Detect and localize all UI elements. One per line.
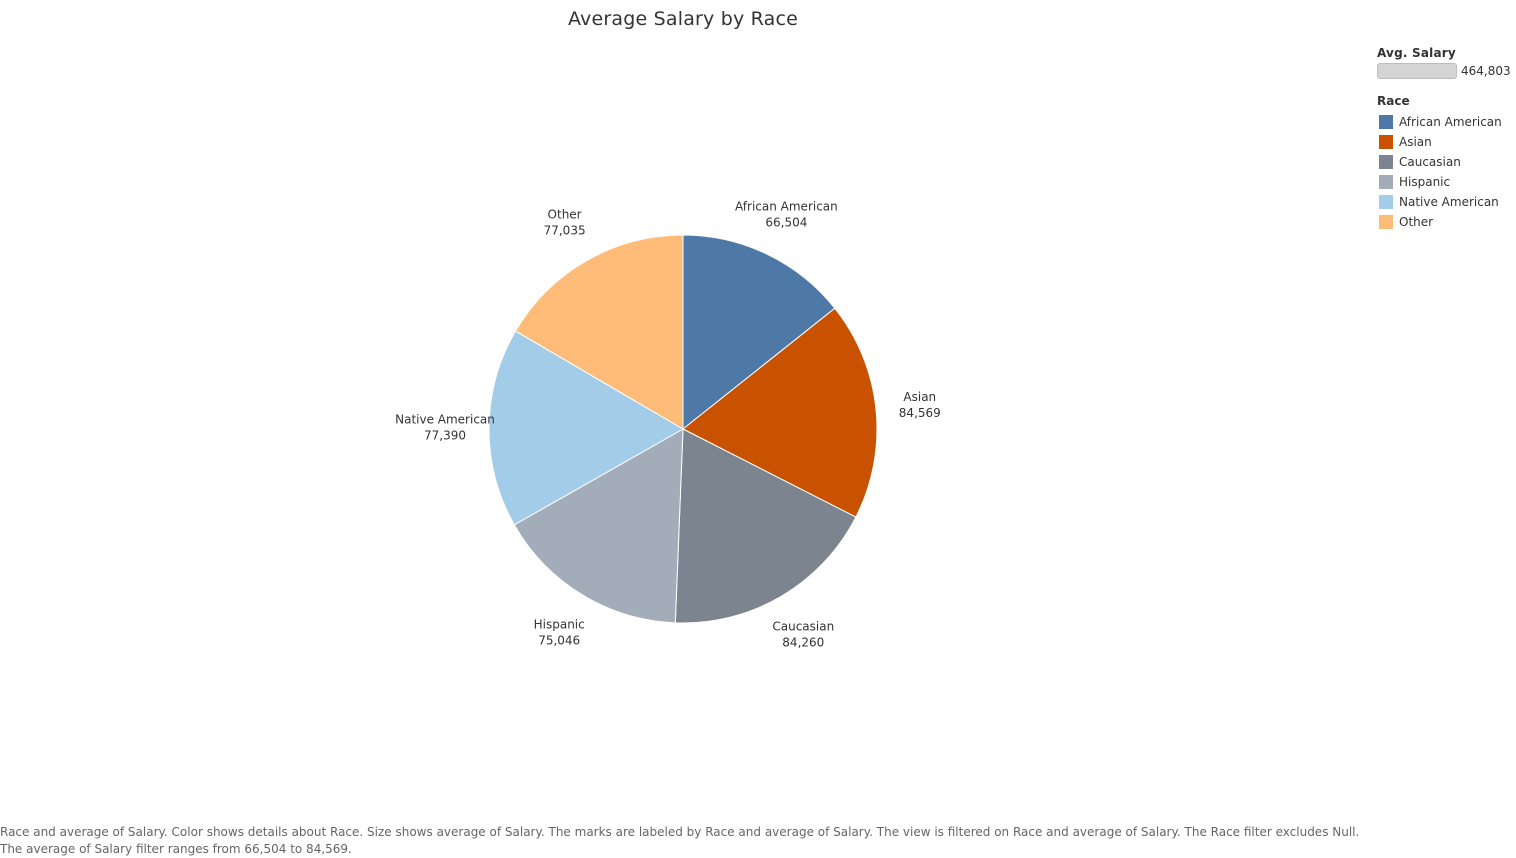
slice-label-value: 77,390 [424,429,466,443]
legend-label: Hispanic [1399,175,1451,189]
legend-swatch [1379,135,1393,149]
size-legend-bar [1377,63,1457,79]
color-legend-title: Race [1377,94,1410,108]
chart-title: Average Salary by Race [567,8,799,30]
size-legend: 464,803 [1377,62,1513,80]
legend-item-african-american[interactable]: African American [1377,112,1513,132]
legend-panel: Avg. Salary 464,803 Race African America… [1377,46,1513,232]
legend-label: African American [1399,115,1502,129]
legend-label: Caucasian [1399,155,1461,169]
pie-slice-other[interactable] [514,234,684,430]
chart-caption: Race and average of Salary. Color shows … [0,825,1360,856]
slice-label-name: Asian [903,390,936,404]
pie-slice-native-american[interactable] [488,330,685,526]
color-legend-list: African American Asian Caucasian Hispani… [1377,112,1513,232]
legend-swatch [1379,195,1393,209]
slice-label-name: Caucasian [772,619,834,633]
legend-item-caucasian[interactable]: Caucasian [1377,152,1513,172]
slice-label-value: 75,046 [538,633,580,647]
legend-swatch [1379,115,1393,129]
slice-label-native-american: Native American 77,390 [395,413,495,443]
slice-label-name: Native American [395,413,495,427]
size-legend-title: Avg. Salary [1377,46,1456,60]
slice-label-name: Hispanic [534,617,585,631]
legend-item-other[interactable]: Other [1377,212,1513,232]
slice-label-value: 66,504 [765,216,807,230]
legend-item-hispanic[interactable]: Hispanic [1377,172,1513,192]
slice-label-caucasian: Caucasian 84,260 [772,619,834,649]
slice-label-hispanic: Hispanic 75,046 [534,617,585,647]
slice-label-value: 77,035 [544,224,586,238]
size-legend-value: 464,803 [1461,64,1511,78]
slice-label-name: African American [735,200,838,214]
slice-label-other: Other 77,035 [544,208,586,238]
pie-slice-caucasian[interactable] [674,428,857,624]
legend-swatch [1379,155,1393,169]
slice-label-name: Other [548,208,582,222]
pie-slice-asian[interactable] [682,307,878,518]
pie-slice-african-american[interactable] [682,234,836,431]
slice-label-asian: Asian 84,569 [899,390,941,420]
legend-item-asian[interactable]: Asian [1377,132,1513,152]
legend-item-native-american[interactable]: Native American [1377,192,1513,212]
slice-label-african-american: African American 66,504 [735,200,838,230]
legend-swatch [1379,175,1393,189]
slice-label-value: 84,569 [899,406,941,420]
legend-label: Native American [1399,195,1499,209]
legend-swatch [1379,215,1393,229]
slice-label-value: 84,260 [782,635,824,649]
pie-chart: African American 66,504 Asian 84,569 Caucasi… [395,200,941,650]
legend-label: Other [1399,215,1434,229]
pie-slice-hispanic[interactable] [513,428,684,624]
legend-label: Asian [1399,135,1432,149]
